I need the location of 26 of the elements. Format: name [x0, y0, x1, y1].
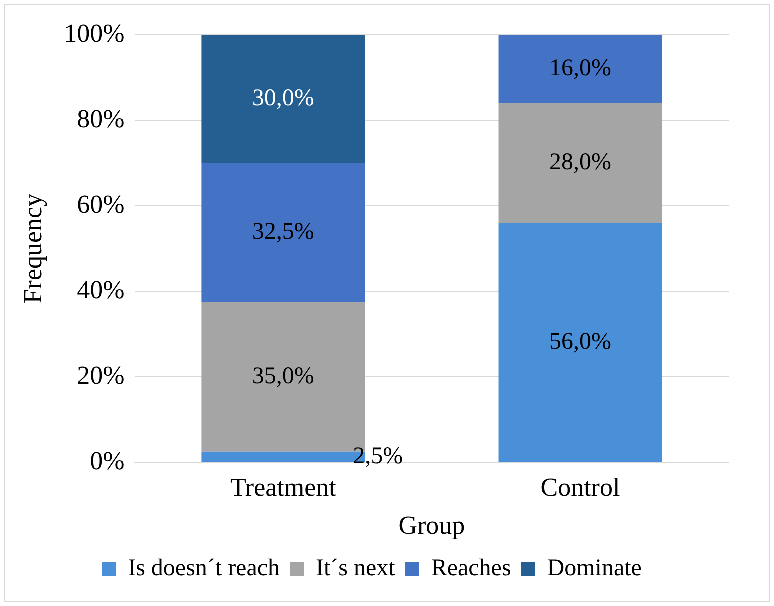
x-tick-label: Treatment	[230, 473, 338, 502]
data-label: 32,5%	[252, 219, 314, 246]
bar	[498, 35, 662, 104]
bar	[202, 163, 366, 302]
bar	[498, 223, 662, 462]
x-axis-title: Group	[398, 511, 466, 540]
x-tick-label: Control	[540, 473, 620, 502]
y-tick-label: 100%	[64, 18, 125, 48]
y-tick-label: 20%	[77, 360, 125, 390]
data-label: 30,0%	[252, 85, 314, 112]
data-label: 16,0%	[549, 56, 612, 82]
y-tick-label: 0%	[90, 446, 125, 476]
legend-label: Is doesn´t reach	[128, 555, 280, 582]
y-tick-label: 80%	[77, 104, 125, 134]
bar	[202, 35, 366, 164]
bar	[498, 103, 662, 224]
y-tick-label: 40%	[77, 275, 125, 304]
y-axis-title: Frequency	[18, 194, 48, 304]
data-label: 28,0%	[549, 150, 612, 176]
data-label: 35,0%	[252, 363, 314, 390]
legend-label: It´s next	[316, 555, 396, 582]
data-label: 56,0%	[549, 328, 612, 355]
data-label: 2,5%	[353, 443, 404, 470]
legend-label: Reaches	[431, 555, 512, 582]
legend-label: Dominate	[547, 555, 642, 582]
y-tick-label: 60%	[77, 190, 125, 219]
